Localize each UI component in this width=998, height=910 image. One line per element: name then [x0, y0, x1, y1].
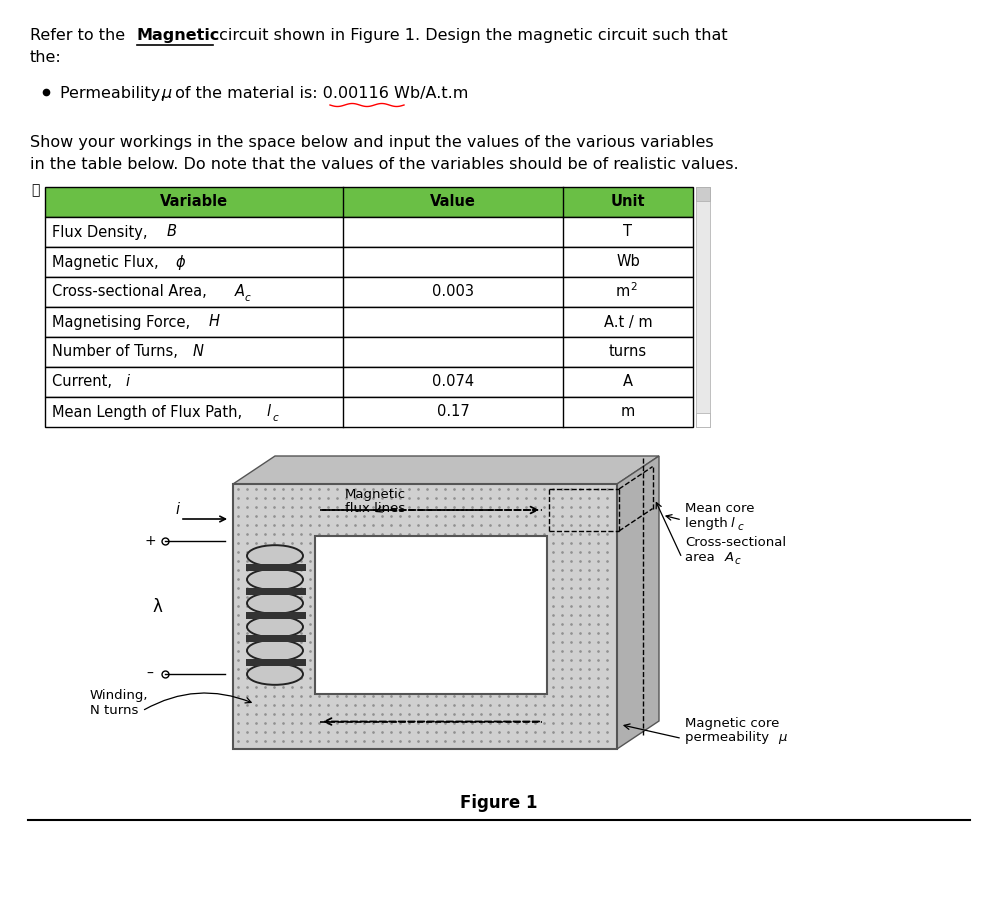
Text: Magnetic Flux,: Magnetic Flux, [52, 255, 164, 269]
Ellipse shape [247, 616, 303, 638]
Bar [696, 187, 710, 201]
Bar [696, 187, 710, 427]
Bar [45, 187, 693, 217]
Bar [45, 247, 693, 277]
Bar [45, 337, 693, 367]
Text: c: c [735, 556, 741, 566]
Text: i: i [175, 502, 179, 517]
Text: –: – [147, 667, 154, 681]
Text: Unit: Unit [611, 195, 646, 209]
Bar [246, 612, 306, 619]
Text: Mean Length of Flux Path,: Mean Length of Flux Path, [52, 405, 247, 420]
Text: c: c [245, 293, 250, 303]
Ellipse shape [247, 592, 303, 614]
Text: Refer to the: Refer to the [30, 28, 131, 43]
Text: turns: turns [609, 345, 647, 359]
Text: area: area [685, 551, 719, 564]
Text: i: i [125, 375, 129, 389]
Text: Current,: Current, [52, 375, 117, 389]
Polygon shape [617, 456, 659, 749]
Text: length: length [685, 517, 732, 530]
Text: Magnetic core: Magnetic core [685, 716, 779, 730]
Text: A: A [725, 551, 735, 564]
Text: Flux Density,: Flux Density, [52, 225, 152, 239]
Text: Wb: Wb [616, 255, 640, 269]
Bar [45, 307, 693, 337]
Bar [45, 217, 693, 247]
Polygon shape [233, 456, 659, 484]
Text: of the material is: 0.00116 Wb/A.t.m: of the material is: 0.00116 Wb/A.t.m [170, 86, 468, 101]
Text: Number of Turns,: Number of Turns, [52, 345, 183, 359]
Text: μ: μ [778, 732, 786, 744]
Text: m: m [621, 405, 635, 420]
Bar [696, 413, 710, 427]
Text: T: T [624, 225, 633, 239]
Bar [246, 635, 306, 642]
Ellipse shape [247, 545, 303, 567]
Text: Variable: Variable [160, 195, 229, 209]
Text: 0.17: 0.17 [436, 405, 469, 420]
Text: Magnetic: Magnetic [137, 28, 221, 43]
Text: Value: Value [430, 195, 476, 209]
Bar [246, 659, 306, 666]
Text: Cross-sectional Area,: Cross-sectional Area, [52, 285, 212, 299]
Text: Magnetising Force,: Magnetising Force, [52, 315, 195, 329]
Text: 0.074: 0.074 [432, 375, 474, 389]
Text: Permeability,: Permeability, [60, 86, 171, 101]
Ellipse shape [247, 640, 303, 662]
Bar [45, 277, 693, 307]
Text: l: l [731, 517, 735, 530]
Text: 0.003: 0.003 [432, 285, 474, 299]
Text: c: c [738, 522, 744, 532]
Text: A.t / m: A.t / m [604, 315, 653, 329]
Text: μ: μ [161, 86, 171, 101]
Bar [45, 367, 693, 397]
Text: m: m [616, 285, 630, 299]
Ellipse shape [247, 663, 303, 685]
Text: A: A [623, 375, 633, 389]
Text: l: l [266, 405, 270, 420]
Text: Cross-sectional: Cross-sectional [685, 536, 786, 549]
Text: A: A [235, 285, 245, 299]
Text: flux lines: flux lines [345, 502, 405, 515]
Text: N: N [193, 345, 204, 359]
Text: in the table below. Do note that the values of the variables should be of realis: in the table below. Do note that the val… [30, 157, 739, 172]
Text: Winding,: Winding, [90, 689, 149, 702]
Text: 2: 2 [631, 282, 638, 292]
Bar [233, 484, 617, 749]
Text: circuit shown in Figure 1. Design the magnetic circuit such that: circuit shown in Figure 1. Design the ma… [214, 28, 728, 43]
Text: λ: λ [152, 599, 162, 616]
Ellipse shape [247, 569, 303, 591]
Bar [45, 397, 693, 427]
Text: H: H [209, 315, 220, 329]
Bar [246, 588, 306, 595]
Text: permeability: permeability [685, 732, 773, 744]
Text: c: c [273, 413, 278, 423]
Bar [246, 564, 306, 571]
Text: Mean core: Mean core [685, 502, 754, 515]
Text: Figure 1: Figure 1 [460, 794, 538, 812]
Text: ϕ: ϕ [176, 255, 186, 269]
Text: +: + [144, 534, 156, 548]
Text: B: B [167, 225, 177, 239]
Text: the:: the: [30, 50, 62, 65]
Text: N turns: N turns [90, 704, 139, 717]
Text: Show your workings in the space below and input the values of the various variab: Show your workings in the space below an… [30, 135, 714, 150]
Bar [315, 536, 547, 694]
Text: ⤢: ⤢ [31, 183, 39, 197]
Text: Magnetic: Magnetic [345, 488, 406, 501]
